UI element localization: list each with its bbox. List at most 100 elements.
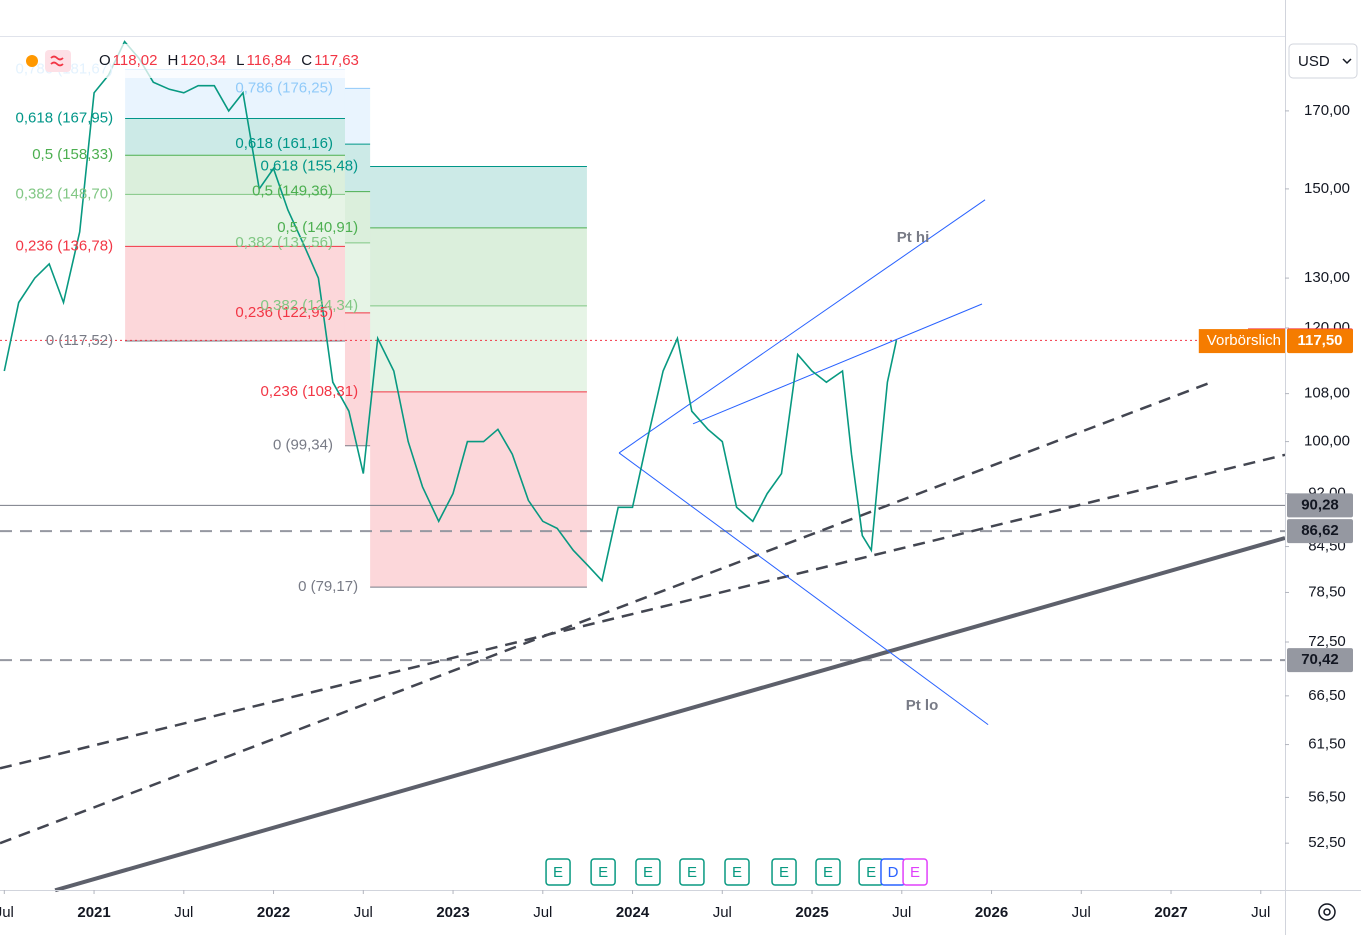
axes: 170,00150,00130,00120,00108,00100,0092,0… xyxy=(0,102,1350,921)
ohlc-value: 116,84 xyxy=(247,52,292,69)
event-badge xyxy=(815,858,841,886)
fib-band xyxy=(370,305,587,392)
event-badge xyxy=(590,858,616,886)
icon xyxy=(50,55,64,67)
ohlc-value: 120,34 xyxy=(180,52,226,69)
event-label: E xyxy=(866,864,876,881)
overlay: 0,786 (181,67)0,618 (167,95)0,5 (158,33)… xyxy=(0,44,1353,886)
x-tick-label: 2024 xyxy=(616,904,650,921)
trend-line xyxy=(0,453,1286,770)
ohlc-key: H xyxy=(167,52,178,69)
fib-label: 0,382 (148,70) xyxy=(16,185,114,202)
fib-band xyxy=(125,194,345,247)
icon xyxy=(45,50,71,72)
fib-band xyxy=(344,144,371,192)
price-line xyxy=(3,40,898,583)
fib-band xyxy=(344,312,371,446)
fib-label: 0,618 (167,95) xyxy=(16,109,114,126)
event-label: E xyxy=(823,864,833,881)
price-label: 86,62 xyxy=(1301,522,1339,539)
fib-band xyxy=(370,166,587,228)
x-tick-label: Jul xyxy=(1072,904,1091,921)
trend-line xyxy=(618,199,986,454)
fib-label: 0,5 (149,36) xyxy=(252,183,333,200)
event-label: E xyxy=(553,864,563,881)
currency-button[interactable] xyxy=(1288,43,1358,79)
price-label: 90,28 xyxy=(1301,496,1339,513)
fib-label: 0 (79,17) xyxy=(298,578,358,595)
event-badge xyxy=(902,858,928,886)
fib-label: 0,5 (140,91) xyxy=(277,219,358,236)
price-label: 117,50 xyxy=(1297,332,1342,349)
event-label: E xyxy=(643,864,653,881)
price-label-bg xyxy=(1287,648,1353,673)
x-tick-label: 2026 xyxy=(975,904,1008,921)
ohlc-key: O xyxy=(99,52,111,69)
x-tick-label: Jul xyxy=(0,904,14,921)
x-tick-label: 2022 xyxy=(257,904,290,921)
price-label-name-bg xyxy=(1198,329,1285,354)
fib-band xyxy=(344,191,371,243)
fib-band xyxy=(125,155,345,195)
event-badge xyxy=(724,858,750,886)
event-label: E xyxy=(687,864,697,881)
trend-line xyxy=(692,303,983,425)
fib-label: 0,236 (122,95) xyxy=(235,304,333,321)
event-label: E xyxy=(598,864,608,881)
annotation: Pt hi xyxy=(897,229,930,246)
ohlc-key: L xyxy=(236,52,244,69)
x-tick-label: 2023 xyxy=(436,904,469,921)
event-badge xyxy=(679,858,705,886)
fib-label: 0 (99,34) xyxy=(273,437,333,454)
x-tick-label: Jul xyxy=(713,904,732,921)
fib-label: 0,382 (137,56) xyxy=(235,234,333,251)
fib-band xyxy=(125,118,345,156)
event-label: E xyxy=(779,864,789,881)
y-tick-label: 56,50 xyxy=(1308,788,1346,805)
settings-icon[interactable] xyxy=(1318,903,1336,921)
fib-label: 0,786 (176,25) xyxy=(235,79,333,96)
y-tick-label: 170,00 xyxy=(1304,102,1350,119)
dropdown-icon xyxy=(1342,58,1352,65)
fib-label: 0,382 (124,34) xyxy=(261,297,359,314)
fib-band xyxy=(370,391,587,588)
y-tick-label: 72,50 xyxy=(1308,633,1346,650)
fib-band xyxy=(125,246,345,341)
trend-line xyxy=(0,381,1211,845)
icon xyxy=(26,55,38,67)
fib-band xyxy=(344,242,371,313)
trend-line xyxy=(618,452,989,726)
fib-label: 0 (117,52) xyxy=(46,332,113,349)
event-badge xyxy=(635,858,661,886)
event-badge xyxy=(771,858,797,886)
price-label-bg xyxy=(1287,329,1353,354)
event-label: D xyxy=(888,864,899,881)
y-tick-label: 150,00 xyxy=(1304,180,1350,197)
trend-line xyxy=(54,536,1286,893)
y-tick-label: 66,50 xyxy=(1308,687,1346,704)
price-label: 70,42 xyxy=(1301,651,1339,668)
price-label-bg xyxy=(1287,493,1353,518)
y-tick-label: 108,00 xyxy=(1304,385,1350,402)
x-tick-label: 2025 xyxy=(795,904,828,921)
gear-hub[interactable] xyxy=(1323,908,1331,916)
currency[interactable]: USD xyxy=(1298,53,1330,70)
fib-label: 0,618 (161,16) xyxy=(235,135,333,152)
y-tick-label: 61,50 xyxy=(1308,736,1346,753)
fib-label: 0,236 (108,31) xyxy=(261,383,359,400)
x-tick-label: Jul xyxy=(354,904,373,921)
gear[interactable] xyxy=(1318,903,1336,921)
fib-label: 0,236 (136,78) xyxy=(16,237,114,254)
x-tick-label: Jul xyxy=(892,904,911,921)
y-tick-label: 130,00 xyxy=(1304,269,1350,286)
fib-label: 0,5 (158,33) xyxy=(32,146,113,163)
y-tick-label: 100,00 xyxy=(1304,433,1350,450)
event-badge xyxy=(545,858,571,886)
fib-label: 0,618 (155,48) xyxy=(261,158,359,175)
price-label-bg xyxy=(1287,519,1353,544)
y-tick-label: 52,50 xyxy=(1308,834,1346,851)
x-tick-label: Jul xyxy=(1251,904,1270,921)
event-label: E xyxy=(910,864,920,881)
